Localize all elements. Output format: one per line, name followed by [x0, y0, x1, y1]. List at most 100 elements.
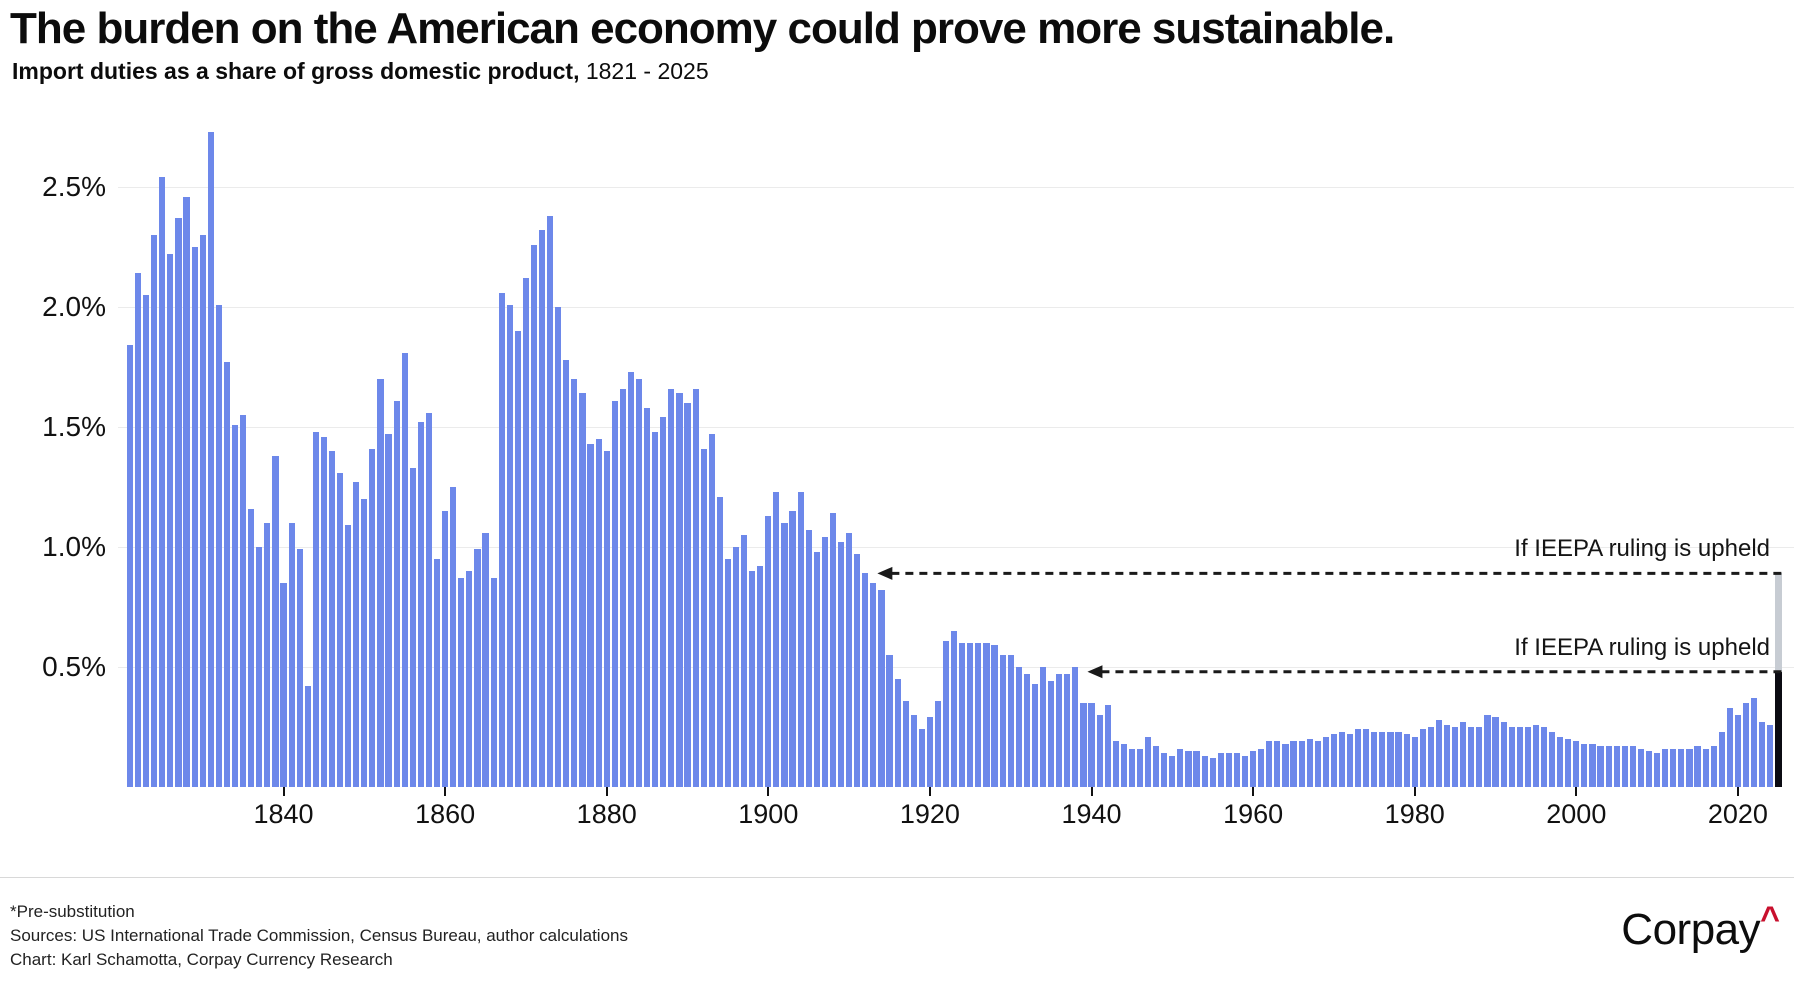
bar-1900 [765, 515, 772, 787]
bar-1854 [393, 400, 400, 787]
corpay-logo-caret: ^ [1760, 900, 1780, 938]
bar-1949 [1161, 753, 1168, 787]
page-title: The burden on the American economy could… [10, 4, 1395, 53]
bar-2020 [1734, 715, 1741, 787]
bar-1920 [926, 717, 933, 787]
bar-1895 [724, 559, 731, 787]
bar-1948 [1153, 746, 1160, 787]
bar-1988 [1476, 727, 1483, 787]
bar-1897 [740, 535, 748, 787]
x-axis-label: 1900 [738, 799, 799, 829]
bar-1839 [272, 455, 279, 787]
bar-1888 [668, 388, 675, 787]
bar-1859 [433, 559, 441, 787]
bar-1873 [547, 215, 554, 787]
bar-1929 [999, 655, 1006, 787]
plot-area: 0.5% 1.0% 1.5% 2.0% 2.5% [42, 131, 1794, 787]
bar-1924 [959, 643, 966, 787]
bar-1835 [240, 415, 247, 787]
bar-1915 [886, 655, 893, 787]
bar-1881 [611, 400, 618, 787]
bar-1862 [458, 578, 465, 787]
bar-1944 [1120, 743, 1127, 787]
bar-1846 [328, 451, 336, 787]
bar-1956 [1217, 753, 1224, 787]
bar-1860 [442, 511, 449, 787]
bar-2006 [1621, 746, 1628, 787]
bar-1913 [870, 583, 877, 787]
bar-1938 [1072, 667, 1079, 787]
x-axis-label: 2020 [1707, 799, 1768, 829]
bar-1844 [312, 431, 319, 787]
bar-2023 [1759, 722, 1766, 787]
bar-1909 [837, 542, 845, 787]
bar-1848 [345, 525, 352, 787]
bar-1966 [1298, 741, 1305, 787]
bar-1935 [1048, 681, 1055, 787]
bar-2003 [1597, 746, 1604, 787]
bar-1980 [1411, 736, 1418, 787]
x-axis-label: 1880 [576, 799, 637, 829]
bar-1950 [1169, 755, 1176, 787]
bar-1827 [175, 218, 182, 787]
bar-1911 [854, 554, 861, 787]
bar-1937 [1064, 674, 1071, 787]
gridline [118, 547, 1794, 548]
bar-1914 [878, 590, 885, 787]
bar-1843 [304, 686, 311, 787]
bar-1984 [1443, 724, 1451, 787]
bar-2009 [1645, 751, 1653, 787]
subtitle-bold: Import duties as a share of gross domest… [12, 58, 580, 84]
bar-1981 [1419, 729, 1426, 787]
bar-1991 [1500, 722, 1507, 787]
chart-subtitle: Import duties as a share of gross domest… [12, 58, 709, 85]
bar-1858 [425, 412, 433, 787]
bar-1898 [749, 571, 756, 787]
bar-1833 [223, 362, 231, 787]
bar-1952 [1185, 751, 1192, 787]
bar-1877 [579, 393, 586, 787]
bar-1989 [1484, 715, 1491, 787]
bar-1828 [183, 196, 190, 787]
bar-1890 [684, 403, 691, 787]
bar-1997 [1548, 731, 1556, 787]
bar-1850 [361, 499, 368, 787]
bar-1926 [975, 643, 982, 787]
bar-1957 [1225, 753, 1232, 787]
bar-1885 [644, 407, 651, 787]
bar-1916 [894, 679, 901, 787]
bar-1922 [942, 640, 950, 787]
bar-1847 [336, 472, 344, 787]
x-axis-tick [928, 787, 931, 796]
bar-1851 [369, 448, 376, 787]
bar-1837 [256, 547, 263, 787]
bar-1964 [1282, 743, 1289, 787]
bar-1936 [1056, 674, 1063, 787]
bar-1958 [1233, 753, 1241, 787]
x-axis-label: 1920 [899, 799, 960, 829]
bar-2002 [1589, 743, 1596, 787]
bar-1927 [983, 643, 990, 787]
bar-2007 [1629, 746, 1636, 787]
bar-1880 [603, 451, 610, 787]
annotation-lower-label: If IEEPA ruling is upheld [1514, 633, 1770, 661]
bar-1992 [1508, 727, 1515, 787]
footer-divider [0, 877, 1794, 878]
bar-2004 [1605, 746, 1612, 787]
bar-1907 [821, 537, 828, 787]
bar-1982 [1427, 727, 1434, 787]
bar-1990 [1492, 717, 1499, 787]
bar-1899 [757, 566, 764, 787]
bar-2001 [1581, 743, 1588, 787]
bar-1886 [652, 431, 659, 787]
gridline [118, 187, 1794, 188]
bar-1878 [587, 443, 594, 787]
bar-1977 [1387, 731, 1394, 787]
y-axis-label: 2.0% [42, 291, 106, 322]
bar-1919 [918, 729, 925, 787]
bar-1965 [1290, 741, 1297, 787]
bar-1933 [1031, 683, 1039, 787]
bar-1893 [708, 434, 715, 787]
bar-1942 [1104, 705, 1111, 787]
